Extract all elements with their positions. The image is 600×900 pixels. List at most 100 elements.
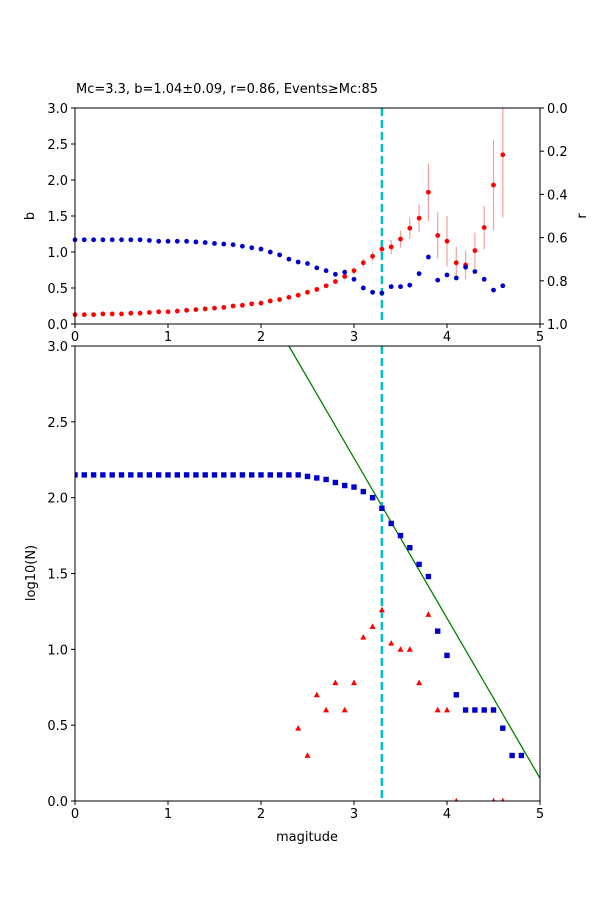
x-tick-label: 5	[536, 330, 544, 345]
incremental-point	[323, 706, 330, 713]
r-point	[342, 269, 348, 275]
y2-tick-label: 0.2	[547, 145, 568, 160]
cumulative-point	[295, 472, 301, 478]
incremental-point	[378, 606, 385, 613]
r-point	[286, 256, 292, 262]
r-point	[277, 252, 282, 258]
cumulative-point	[211, 472, 218, 478]
y-tick-label: 0.0	[47, 318, 68, 333]
incremental-point	[332, 679, 339, 686]
cumulative-point	[128, 472, 134, 478]
cumulative-point	[332, 479, 339, 486]
r-point	[267, 249, 273, 255]
y-tick-label: 1.5	[47, 210, 68, 225]
x-tick-label: 2	[257, 330, 265, 345]
b-point	[444, 238, 450, 244]
y-tick-label: 1.0	[47, 643, 68, 658]
r-point	[184, 238, 190, 244]
incremental-point	[425, 611, 432, 617]
cumulative-point	[90, 472, 97, 478]
r-point	[147, 238, 152, 243]
y2-tick-label: 0.6	[547, 232, 568, 247]
cumulative-point	[221, 472, 227, 478]
b-point	[360, 260, 366, 266]
top-y-axis-label: b	[23, 212, 38, 220]
cumulative-point	[267, 472, 273, 478]
b-point	[295, 292, 301, 298]
cumulative-point	[435, 628, 441, 634]
incremental-point	[341, 706, 348, 713]
cumulative-point	[462, 707, 469, 713]
y-tick-label: 0.0	[47, 795, 68, 810]
y2-tick-label: 0.4	[547, 188, 568, 203]
b-point	[370, 253, 375, 259]
cumulative-point	[444, 652, 450, 659]
cumulative-point	[342, 482, 348, 489]
b-point	[333, 279, 338, 284]
r-point	[481, 276, 487, 282]
bottom-plot-frame	[74, 345, 541, 802]
cumulative-point	[453, 692, 459, 698]
r-point	[472, 269, 478, 274]
y-tick-label: 3.0	[47, 102, 68, 117]
r-point	[314, 265, 320, 271]
incremental-point	[434, 706, 441, 713]
x-tick-label: 0	[71, 330, 79, 345]
cumulative-point	[472, 707, 478, 713]
bottom-y-axis-label: log10(N)	[24, 545, 39, 601]
b-point	[119, 311, 124, 317]
top-y2-axis-label: r	[575, 213, 590, 219]
y-tick-label: 2.0	[47, 174, 68, 189]
r-point	[351, 276, 357, 282]
incremental-point	[406, 646, 413, 652]
b-point	[221, 305, 227, 310]
b-point	[212, 305, 217, 311]
bottom-clipped-group	[75, 346, 540, 801]
b-point	[500, 152, 506, 158]
r-point	[249, 245, 255, 251]
r-point	[426, 254, 431, 260]
bottom-panel: 0 1 2 3 4 5 0.0 0.5 1.0 1.5 2.0 2.5 3.0 magitude log…	[24, 340, 544, 845]
x-tick-label: 0	[71, 807, 79, 822]
b-point	[305, 289, 310, 295]
b-point	[137, 310, 143, 316]
cumulative-point	[276, 472, 283, 478]
b-point	[314, 287, 320, 292]
b-point	[453, 260, 459, 266]
x-tick-label: 2	[257, 807, 265, 822]
r-point	[165, 238, 171, 244]
r-point	[500, 283, 506, 289]
b-point	[342, 274, 348, 279]
r-point	[388, 284, 394, 290]
y-tick-label: 0.5	[47, 719, 68, 734]
r-point	[305, 261, 310, 266]
r-point	[444, 272, 450, 278]
x-tick-label: 1	[164, 807, 172, 822]
cumulative-point	[137, 472, 143, 478]
y-tick-label: 0.5	[47, 282, 68, 297]
incremental-point	[295, 725, 302, 731]
y2-tick-label: 0.8	[547, 275, 568, 290]
incremental-point	[313, 691, 320, 698]
cumulative-point	[118, 472, 125, 478]
b-point	[165, 309, 171, 315]
x-tick-label: 3	[350, 807, 358, 822]
cumulative-point	[518, 752, 525, 759]
r-point	[435, 277, 441, 283]
incremental-point	[397, 646, 404, 652]
b-point	[277, 297, 282, 302]
b-point	[323, 283, 329, 289]
cumulative-point	[81, 472, 87, 478]
r-point	[491, 287, 496, 293]
r-point	[360, 285, 366, 291]
top-plot-area: 0 1 2 3 4 5 0.0 0.5 1.0 1.5 2.0 2.5 3.0 0.0 0.2 0.4 0.6 0…	[47, 102, 567, 345]
b-point	[91, 312, 96, 318]
bottom-x-axis-label: magitude	[276, 830, 338, 845]
cumulative-point	[183, 472, 190, 478]
cumulative-point	[249, 472, 255, 478]
r-point	[91, 237, 96, 243]
r-point	[119, 237, 124, 243]
incremental-point	[416, 679, 423, 686]
r-point	[100, 237, 106, 243]
y-tick-label: 2.5	[47, 138, 68, 153]
